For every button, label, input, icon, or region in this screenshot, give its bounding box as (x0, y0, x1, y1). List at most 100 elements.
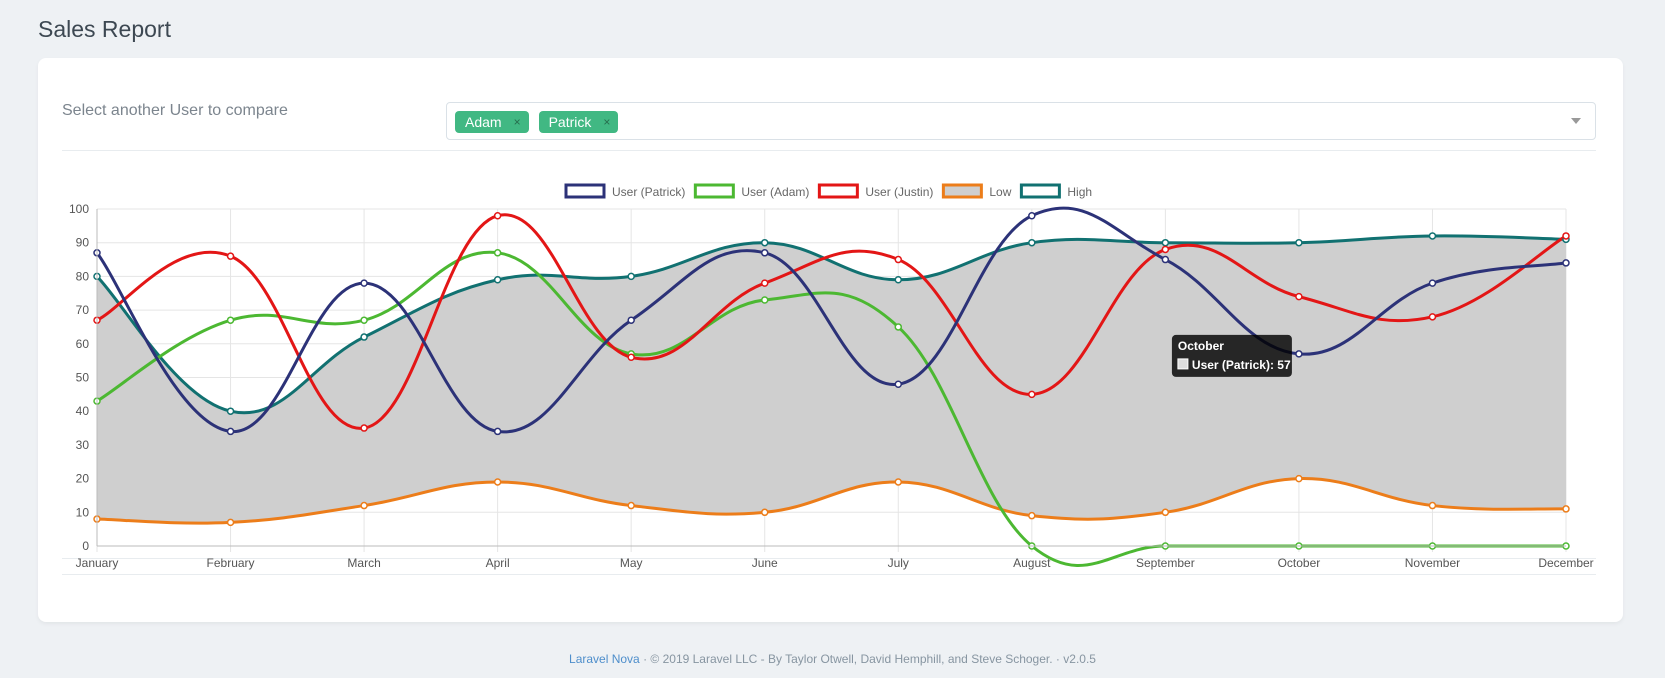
footer-brand-link[interactable]: Laravel Nova (569, 652, 640, 666)
data-point-high (493, 276, 502, 284)
data-point-user-adam (493, 249, 502, 257)
data-point-user-patrick (1562, 259, 1570, 267)
data-point-high (1295, 238, 1303, 247)
data-point-high (627, 272, 635, 281)
data-point-low (1562, 505, 1570, 513)
close-icon[interactable]: × (603, 115, 611, 129)
data-point-user-adam (226, 316, 235, 324)
sales-line-chart: 0 10 20 30 40 50 60 70 80 90 100 January February Mar… (69, 183, 1594, 570)
x-tick-label: August (1013, 556, 1051, 570)
data-point-user-justin (760, 279, 769, 287)
chart-axes: 0 10 20 30 40 50 60 70 80 90 100 January February Mar… (69, 202, 1594, 570)
data-point-user-adam (760, 296, 769, 304)
tag-patrick[interactable]: Patrick × (538, 111, 619, 133)
data-point-low (1295, 474, 1303, 483)
divider (62, 558, 1596, 559)
data-point-low (1028, 511, 1036, 520)
y-tick-label: 20 (76, 472, 90, 486)
footer: Laravel Nova · © 2019 Laravel LLC - By T… (0, 652, 1665, 666)
data-point-user-patrick (1428, 279, 1437, 287)
data-point-user-justin (627, 353, 635, 362)
data-point-user-justin (360, 424, 368, 432)
data-point-user-patrick (360, 279, 368, 287)
y-tick-label: 40 (76, 404, 90, 418)
data-point-user-patrick (493, 427, 502, 436)
legend-label: Low (989, 185, 1011, 199)
data-point-low (226, 518, 235, 527)
legend-label: User (Justin) (865, 185, 933, 199)
x-tick-label: December (1538, 556, 1593, 570)
legend-swatch (564, 183, 606, 199)
data-point-user-justin (493, 211, 502, 220)
data-point-high (894, 276, 903, 284)
x-tick-label: January (76, 556, 119, 570)
x-tick-label: March (347, 556, 380, 570)
x-tick-label: July (888, 556, 909, 570)
page-title: Sales Report (38, 16, 171, 42)
data-point-user-patrick (760, 249, 769, 257)
data-point-low (1161, 508, 1170, 517)
data-point-user-justin (894, 255, 903, 264)
data-point-user-justin (1028, 390, 1036, 399)
data-point-high (1161, 238, 1170, 247)
y-tick-label: 100 (69, 202, 89, 216)
compare-label: Select another User to compare (62, 102, 288, 119)
footer-sep: · (1055, 652, 1060, 666)
data-point-high (760, 238, 769, 247)
chart-tooltip: October User (Patrick): 57 (1171, 334, 1292, 377)
x-tick-label: May (620, 556, 643, 570)
x-tick-label: October (1278, 556, 1321, 570)
data-point-user-justin (1428, 313, 1437, 321)
y-tick-label: 80 (76, 269, 90, 283)
footer-version: v2.0.5 (1063, 652, 1096, 666)
data-point-user-patrick (627, 316, 635, 324)
x-tick-label: November (1405, 556, 1460, 570)
tag-adam[interactable]: Adam × (455, 111, 529, 133)
x-tick-label: June (752, 556, 778, 570)
data-point-user-patrick (894, 380, 903, 388)
y-tick-label: 60 (76, 337, 90, 351)
selected-tags: Adam × Patrick × (455, 111, 619, 133)
legend-swatch (693, 183, 735, 199)
tag-label: Adam (465, 114, 502, 130)
data-point-user-justin (226, 252, 235, 260)
legend-swatch (941, 183, 983, 199)
y-tick-label: 10 (76, 505, 90, 519)
legend-swatch (817, 183, 859, 199)
x-tick-label: September (1136, 556, 1195, 570)
data-point-low (760, 508, 769, 517)
divider (62, 574, 1596, 575)
chevron-down-icon[interactable] (1571, 118, 1581, 124)
data-point-user-patrick (1028, 211, 1036, 220)
data-point-user-patrick (226, 427, 235, 436)
close-icon[interactable]: × (513, 115, 521, 129)
user-compare-select[interactable]: Adam × Patrick × (446, 102, 1596, 140)
data-point-user-justin (1161, 245, 1170, 254)
y-tick-label: 70 (76, 303, 90, 317)
data-point-low (360, 501, 368, 510)
data-point-user-patrick (1161, 255, 1170, 264)
legend-label: User (Adam) (741, 185, 809, 199)
data-point-low (894, 478, 903, 486)
divider (62, 150, 1596, 151)
y-tick-label: 0 (82, 539, 89, 553)
series-line-low (96, 477, 1567, 525)
data-point-user-justin (1562, 232, 1570, 240)
footer-copyright: © 2019 Laravel LLC - By Taylor Otwell, D… (650, 652, 1053, 666)
data-point-low (627, 501, 635, 510)
tooltip-swatch (1177, 358, 1189, 370)
chart-legend: User (Patrick) User (Adam) User (Justin) Lo… (564, 183, 1092, 199)
data-point-high (1428, 232, 1437, 240)
low-high-band (97, 235, 1566, 524)
data-point-user-patrick (1295, 350, 1303, 358)
legend-swatch (1019, 183, 1061, 199)
tooltip-title: October (1178, 339, 1224, 353)
data-point-user-adam (894, 323, 903, 331)
tag-label: Patrick (548, 114, 592, 130)
y-tick-label: 90 (76, 236, 90, 250)
data-point-high (226, 407, 235, 415)
data-point-high (1028, 238, 1036, 247)
legend-label: User (Patrick) (612, 185, 685, 199)
legend-label: High (1067, 185, 1092, 199)
y-tick-label: 50 (76, 371, 90, 385)
